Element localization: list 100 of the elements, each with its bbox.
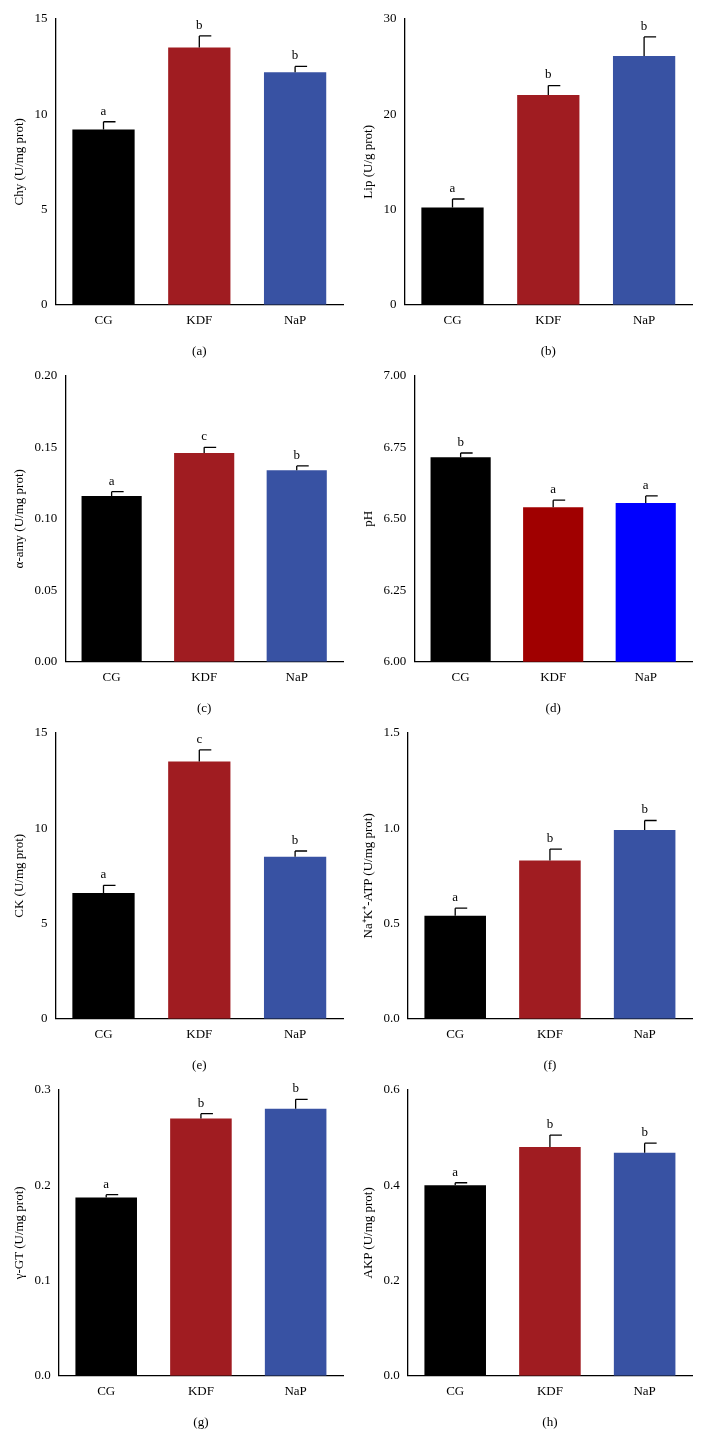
annotation: b [457,433,464,449]
y-tick-label: 15 [34,724,48,740]
x-tick-label: CG [446,1383,465,1399]
bar [612,55,676,305]
bar [263,72,327,305]
x-axis-title: (f) [543,1056,557,1072]
bar [75,1197,137,1376]
bar [613,830,676,1019]
x-axis-title: (d) [545,699,561,715]
x-axis-title: (a) [192,342,207,358]
x-tick-label: NaP [633,1026,656,1042]
annotation: b [197,1094,205,1110]
x-tick-label: KDF [187,1383,214,1399]
x-tick-label: NaP [285,669,308,685]
x-tick-label: KDF [191,669,218,685]
x-axis-title: (e) [192,1056,207,1072]
y-axis-title: CK (U/mg prot) [11,833,27,918]
annotation: b [641,1124,648,1140]
bar [264,1108,327,1376]
x-tick-label: NaP [283,312,307,328]
y-axis-title: Na⁺K⁺-ATP (U/mg prot) [360,813,376,939]
annotation: b [291,831,299,847]
x-tick-label: KDF [536,1383,563,1399]
y-tick-label: 0.3 [34,1081,51,1097]
y-tick-label: 0.0 [383,1010,400,1026]
x-tick-label: CG [451,669,470,685]
annotation: b [293,446,300,462]
annotation: a [449,179,456,195]
x-tick-label: KDF [186,312,213,328]
x-tick-label: CG [102,669,121,685]
y-axis-title: Chy (U/mg prot) [11,118,27,206]
bar [519,1147,581,1376]
y-tick-label: 30 [383,10,397,26]
y-tick-label: 0 [390,296,397,312]
x-tick-label: CG [443,312,462,328]
bar [263,856,327,1019]
x-tick-label: KDF [540,669,567,685]
bar [424,1185,486,1376]
y-tick-label: 0 [41,1010,48,1026]
y-axis-title: pH [360,510,376,527]
annotation: c [201,428,208,444]
annotation: a [642,476,649,492]
annotation: a [452,889,459,905]
bar [266,470,327,662]
x-axis-title: (g) [193,1413,209,1429]
bar [168,47,231,305]
annotation: b [196,16,203,32]
y-tick-label: 0.05 [34,581,58,597]
y-tick-label: 0.6 [383,1081,401,1097]
y-tick-label: 0.0 [34,1367,51,1383]
annotation: b [546,1116,554,1132]
y-tick-label: 7.00 [383,367,407,383]
y-tick-label: 0.4 [383,1176,401,1192]
y-tick-label: 15 [34,10,48,26]
annotation: a [103,1175,110,1191]
bar [168,761,231,1019]
y-tick-label: 1.5 [383,724,400,740]
x-tick-label: CG [97,1383,116,1399]
annotation: b [291,47,299,63]
y-tick-label: 6.00 [383,653,407,669]
x-axis-title: (c) [196,699,212,715]
bar [170,1118,232,1376]
y-tick-label: 0.2 [383,1271,400,1287]
y-tick-label: 10 [383,200,397,216]
bar [517,95,580,305]
bar [613,1152,676,1376]
y-tick-label: 10 [34,819,48,835]
annotation: b [546,830,554,846]
annotation: a [550,481,557,497]
y-axis-title: AKP (U/mg prot) [360,1187,376,1279]
x-tick-label: KDF [536,1026,563,1042]
x-tick-label: KDF [186,1026,213,1042]
y-tick-label: 0.1 [34,1271,51,1287]
y-tick-label: 5 [41,914,48,930]
annotation: a [100,866,107,882]
y-axis-title: α-amy (U/mg prot) [11,469,27,569]
x-tick-label: NaP [633,1383,656,1399]
y-tick-label: 0.0 [383,1367,400,1383]
annotation: a [108,472,115,488]
bar [519,860,581,1019]
y-tick-label: 6.50 [383,510,407,526]
x-tick-label: NaP [283,1026,307,1042]
y-tick-label: 0 [41,296,48,312]
y-tick-label: 10 [34,105,48,121]
annotation: b [640,17,648,33]
y-tick-label: 6.25 [383,581,407,597]
x-axis-title: (b) [540,342,556,358]
x-tick-label: NaP [632,312,656,328]
annotation: b [545,66,552,82]
x-tick-label: CG [446,1026,465,1042]
x-tick-label: NaP [634,669,657,685]
annotation: b [292,1080,299,1096]
annotation: a [452,1163,459,1179]
annotation: c [196,730,203,746]
x-tick-label: NaP [284,1383,307,1399]
bar [81,495,142,662]
y-tick-label: 6.75 [383,438,407,454]
y-tick-label: 20 [383,105,397,121]
y-tick-label: 1.0 [383,819,400,835]
x-tick-label: CG [94,1026,113,1042]
